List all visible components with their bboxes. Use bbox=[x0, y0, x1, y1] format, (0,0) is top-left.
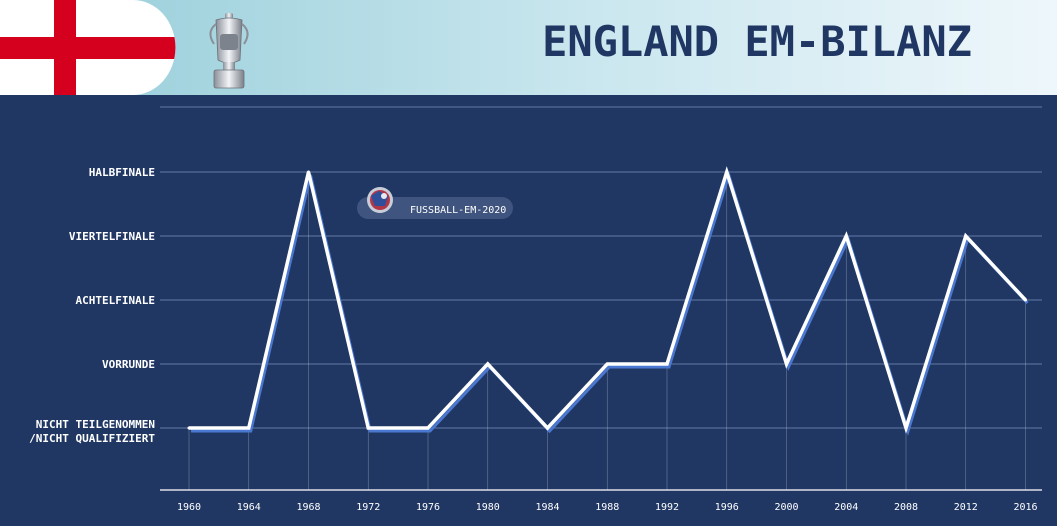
data-point bbox=[1024, 298, 1027, 302]
x-tick-label: 1968 bbox=[296, 502, 320, 513]
x-tick-label: 1980 bbox=[476, 502, 500, 513]
x-tick-label: 1984 bbox=[535, 502, 559, 513]
data-point bbox=[665, 362, 669, 366]
series bbox=[187, 166, 1029, 437]
y-tick-label: ACHTELFINALE bbox=[76, 294, 155, 307]
data-point bbox=[904, 426, 908, 430]
grid bbox=[160, 171, 1042, 429]
data-point bbox=[785, 362, 788, 366]
data-point bbox=[546, 426, 549, 430]
data-point bbox=[247, 426, 251, 430]
data-point bbox=[725, 170, 729, 174]
x-tick-label: 2016 bbox=[1013, 502, 1037, 513]
x-axis-labels: 1960 1964 1968 1972 1976 1980 1984 1988 1992 1996… bbox=[177, 502, 1038, 513]
data-point bbox=[844, 234, 848, 238]
data-point bbox=[426, 426, 430, 430]
y-tick-label: HALBFINALE bbox=[89, 166, 155, 179]
football-icon bbox=[367, 187, 393, 213]
x-tick-label: 1988 bbox=[595, 502, 619, 513]
x-tick-label: 1972 bbox=[356, 502, 380, 513]
x-tick-label: 1992 bbox=[655, 502, 679, 513]
vertical-drop-lines bbox=[188, 172, 1026, 490]
watermark-logo: FUSSBALL-EM-2020 bbox=[357, 187, 513, 219]
x-tick-label: 2000 bbox=[774, 502, 798, 513]
page-title: ENGLAND EM-BILANZ bbox=[542, 17, 972, 66]
y-tick-label: VIERTELFINALE bbox=[69, 230, 155, 243]
england-flag-icon bbox=[0, 0, 176, 95]
y-tick-label: NICHT TEILGENOMMEN bbox=[36, 418, 155, 431]
x-tick-label: 1976 bbox=[416, 502, 440, 513]
header-band bbox=[0, 0, 1057, 95]
data-point bbox=[486, 362, 490, 366]
euro-trophy-icon bbox=[209, 13, 249, 89]
x-tick-label: 2008 bbox=[894, 502, 918, 513]
data-point bbox=[366, 426, 370, 430]
data-point bbox=[307, 170, 310, 174]
x-tick-label: 2012 bbox=[954, 502, 978, 513]
data-point bbox=[187, 426, 191, 430]
x-tick-label: 1964 bbox=[237, 502, 261, 513]
data-point bbox=[964, 234, 968, 238]
x-tick-label: 2004 bbox=[834, 502, 858, 513]
y-tick-label: VORRUNDE bbox=[102, 358, 155, 371]
x-tick-label: 1996 bbox=[715, 502, 739, 513]
watermark-text: FUSSBALL-EM-2020 bbox=[410, 205, 506, 216]
data-point bbox=[605, 362, 609, 366]
x-tick-label: 1960 bbox=[177, 502, 201, 513]
y-axis-labels: NICHT TEILGENOMMEN/NICHT QUALIFIZIERT VOR… bbox=[29, 166, 155, 445]
y-tick-label: /NICHT QUALIFIZIERT bbox=[29, 432, 155, 445]
